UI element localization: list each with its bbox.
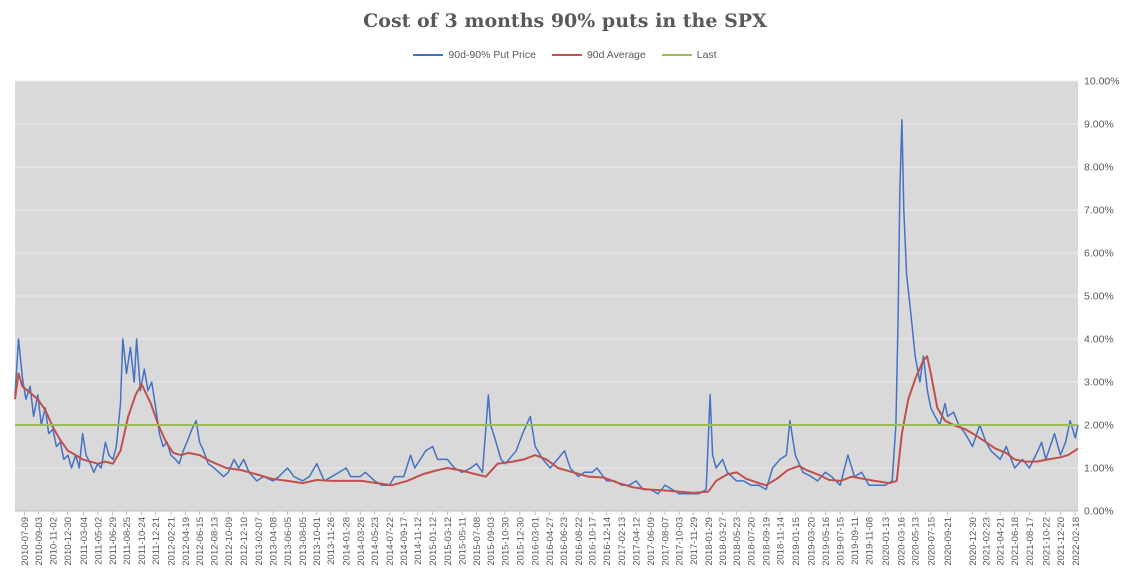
x-tick-label: 2018-01-29 <box>704 517 715 566</box>
x-tick-label: 2010-09-03 <box>34 517 45 566</box>
x-tick-label: 2020-09-21 <box>943 517 954 566</box>
legend-label-average: 90d Average <box>586 49 646 61</box>
y-tick-label: 10.00% <box>1084 76 1120 88</box>
x-tick-label: 2015-01-12 <box>428 517 439 566</box>
x-tick-label: 2013-06-05 <box>283 517 294 566</box>
x-tick-label: 2019-07-15 <box>836 517 847 566</box>
x-tick-label: 2015-10-30 <box>500 517 511 566</box>
x-tick-label: 2018-11-14 <box>775 517 786 565</box>
x-tick-label: 2015-05-11 <box>458 517 469 565</box>
x-tick-label: 2016-08-22 <box>574 517 585 566</box>
y-tick-label: 2.00% <box>1084 420 1114 432</box>
x-tick-label: 2010-12-30 <box>63 517 74 566</box>
x-tick-label: 2012-06-15 <box>195 517 206 566</box>
legend-item-put-price: 90d-90% Put Price <box>413 49 536 61</box>
x-tick-label: 2017-04-12 <box>632 517 643 566</box>
x-tick-label: 2020-12-30 <box>968 517 979 566</box>
x-tick-label: 2012-02-21 <box>167 517 178 566</box>
chart-title: Cost of 3 months 90% puts in the SPX <box>363 10 767 32</box>
x-tick-label: 2016-12-14 <box>602 517 613 566</box>
x-tick-label: 2013-08-05 <box>298 517 309 566</box>
legend-label-last: Last <box>696 49 717 61</box>
x-tick-label: 2018-03-27 <box>718 517 729 566</box>
legend-item-average: 90d Average <box>551 49 646 61</box>
x-tick-label: 2010-07-09 <box>20 517 31 566</box>
x-tick-label: 2012-04-19 <box>181 517 192 566</box>
y-tick-label: 3.00% <box>1084 377 1114 389</box>
y-tick-label: 1.00% <box>1084 463 1114 475</box>
x-tick-label: 2019-05-16 <box>821 517 832 566</box>
x-tick-label: 2011-10-24 <box>137 517 148 565</box>
x-tick-label: 2013-10-01 <box>312 517 323 566</box>
x-tick-label: 2021-08-17 <box>1025 517 1036 566</box>
series-line-put-price <box>14 118 1079 495</box>
x-tick-label: 2014-07-22 <box>385 517 396 566</box>
x-tick-label: 2017-08-07 <box>661 517 672 566</box>
x-tick-label: 2012-12-10 <box>239 517 250 566</box>
x-tick-label: 2020-07-15 <box>926 517 937 566</box>
x-tick-label: 2015-09-03 <box>486 517 497 566</box>
x-tick-label: 2011-05-02 <box>93 517 104 565</box>
y-tick-label: 9.00% <box>1084 119 1114 131</box>
x-tick-label: 2022-02-18 <box>1071 517 1082 566</box>
x-tick-label: 2017-10-03 <box>675 517 686 566</box>
legend-label-put-price: 90d-90% Put Price <box>448 49 536 61</box>
y-tick-label: 8.00% <box>1084 162 1114 174</box>
legend: 90d-90% Put Price 90d Average Last <box>0 49 1130 61</box>
x-tick-label: 2018-07-20 <box>746 517 757 566</box>
x-tick-label: 2019-03-20 <box>807 517 818 566</box>
x-tick-label: 2011-03-04 <box>79 517 90 565</box>
x-tick-label: 2019-11-08 <box>864 517 875 565</box>
x-tick-label: 2013-02-07 <box>254 517 265 566</box>
x-tick-label: 2016-03-01 <box>531 517 542 566</box>
y-tick-label: 0.00% <box>1084 506 1114 518</box>
x-tick-label: 2015-07-08 <box>472 517 483 566</box>
x-tick-label: 2014-09-17 <box>399 517 410 566</box>
x-tick-label: 2016-06-23 <box>559 517 570 566</box>
x-tick-label: 2021-06-18 <box>1010 517 1021 566</box>
legend-item-last: Last <box>661 49 717 61</box>
x-tick-label: 2019-09-11 <box>850 517 861 565</box>
x-tick-label: 2017-06-09 <box>646 517 657 566</box>
x-tick-label: 2011-08-25 <box>122 517 133 565</box>
x-tick-label: 2011-06-29 <box>108 517 119 565</box>
x-tick-label: 2019-01-15 <box>791 517 802 566</box>
x-tick-label: 2018-09-19 <box>762 517 773 566</box>
y-tick-label: 7.00% <box>1084 205 1114 217</box>
y-tick-label: 4.00% <box>1084 334 1114 346</box>
y-tick-label: 5.00% <box>1084 291 1114 303</box>
x-tick-label: 2017-02-13 <box>617 517 628 566</box>
x-tick-label: 2020-01-13 <box>881 517 892 566</box>
x-tick-label: 2011-12-21 <box>151 517 162 565</box>
series-line-average <box>14 355 1079 494</box>
x-tick-label: 2014-05-23 <box>370 517 381 566</box>
x-tick-label: 2021-02-23 <box>982 517 993 566</box>
x-tick-label: 2012-10-09 <box>224 517 235 566</box>
x-tick-label: 2014-11-12 <box>413 517 424 565</box>
x-tick-label: 2013-11-26 <box>326 517 337 565</box>
x-tick-label: 2013-04-08 <box>269 517 280 566</box>
x-tick-label: 2021-12-20 <box>1056 517 1067 566</box>
x-tick-label: 2021-10-22 <box>1041 517 1052 566</box>
x-tick-label: 2015-03-12 <box>443 517 454 566</box>
legend-swatch-last <box>661 54 692 56</box>
legend-swatch-average <box>551 54 582 56</box>
x-tick-label: 2020-05-13 <box>911 517 922 566</box>
x-tick-label: 2018-05-23 <box>732 517 743 566</box>
x-tick-label: 2021-04-21 <box>996 517 1007 566</box>
legend-swatch-put-price <box>413 54 444 56</box>
x-tick-label: 2014-03-26 <box>356 517 367 566</box>
y-tick-label: 6.00% <box>1084 248 1114 260</box>
x-tick-label: 2020-03-16 <box>896 517 907 566</box>
x-tick-label: 2014-01-28 <box>342 517 353 566</box>
x-tick-label: 2017-11-29 <box>689 517 700 565</box>
x-tick-label: 2015-12-30 <box>515 517 526 566</box>
x-tick-label: 2012-08-13 <box>210 517 221 566</box>
x-tick-label: 2016-04-27 <box>545 517 556 566</box>
x-tick-label: 2010-11-02 <box>49 517 60 565</box>
x-tick-label: 2016-10-17 <box>588 517 599 566</box>
